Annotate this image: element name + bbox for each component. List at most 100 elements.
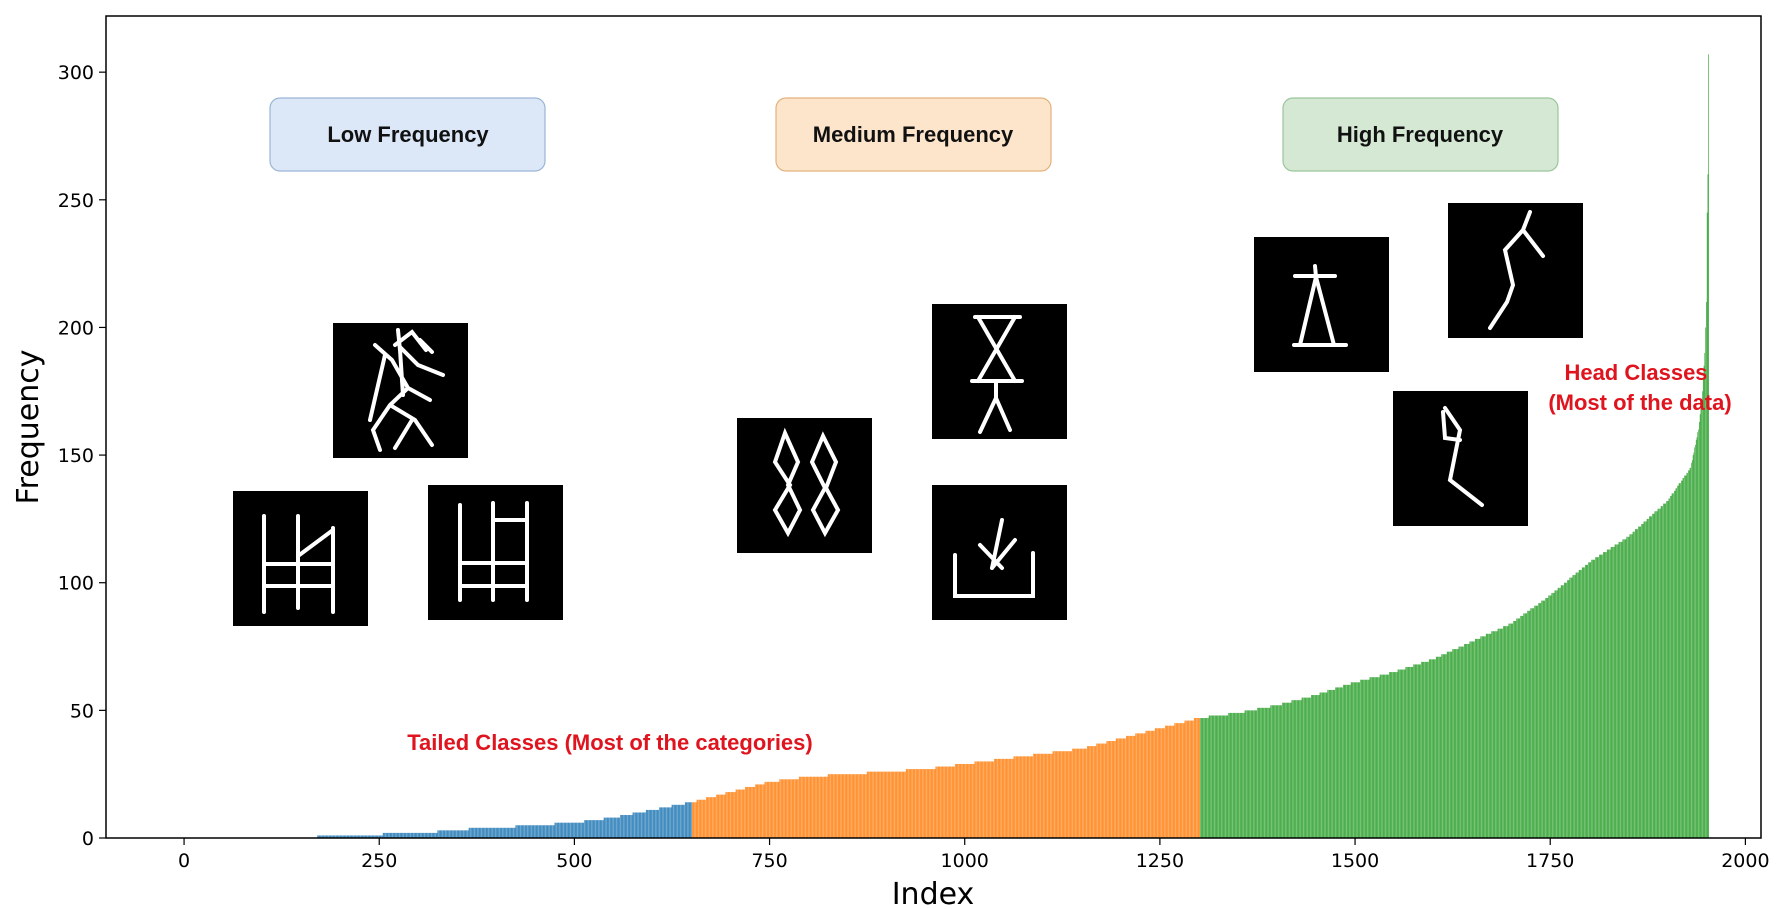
- bar: [1202, 718, 1204, 838]
- bar: [392, 832, 393, 838]
- bar: [944, 766, 946, 838]
- bar: [1626, 536, 1628, 838]
- bar: [1247, 710, 1248, 838]
- bar: [363, 835, 364, 838]
- bar: [914, 769, 916, 838]
- bar: [1602, 554, 1603, 838]
- bar: [454, 830, 456, 838]
- bar: [845, 774, 847, 838]
- bar: [1319, 692, 1321, 838]
- bar: [1210, 715, 1211, 838]
- bar: [1707, 174, 1709, 838]
- bar: [1321, 692, 1322, 838]
- bar: [1258, 707, 1260, 838]
- bar: [1449, 651, 1451, 838]
- bar: [1155, 728, 1157, 838]
- bar: [1095, 746, 1097, 838]
- bar: [485, 827, 487, 838]
- bar: [990, 761, 992, 838]
- bar: [1562, 585, 1564, 838]
- bar: [1183, 723, 1185, 838]
- bar: [1163, 728, 1165, 838]
- bar: [1023, 756, 1025, 838]
- bar: [1416, 664, 1418, 838]
- bar: [469, 827, 471, 838]
- bar: [560, 822, 561, 838]
- x-axis-title: Index: [892, 877, 975, 909]
- bar: [609, 817, 611, 838]
- bar: [1503, 626, 1504, 838]
- bar: [896, 771, 898, 838]
- bar: [1032, 756, 1033, 838]
- bar: [1078, 748, 1080, 838]
- bar: [934, 769, 936, 838]
- bar: [1083, 748, 1084, 838]
- bar: [387, 832, 389, 838]
- bar: [970, 763, 972, 838]
- bar: [1494, 631, 1496, 838]
- bar: [1428, 659, 1430, 838]
- bar: [362, 835, 364, 838]
- bar: [1662, 506, 1663, 838]
- bar: [1041, 753, 1043, 838]
- bar: [498, 827, 499, 838]
- bar: [1642, 524, 1644, 838]
- bar: [1172, 725, 1173, 838]
- bar: [707, 797, 709, 838]
- bar: [1150, 730, 1151, 838]
- bar: [1646, 518, 1648, 838]
- bar: [495, 827, 496, 838]
- bar: [1094, 746, 1095, 838]
- bar: [697, 799, 699, 838]
- bar: [648, 809, 649, 838]
- bar: [1253, 710, 1254, 838]
- bar: [441, 830, 442, 838]
- bar: [1524, 613, 1526, 838]
- bar: [1610, 546, 1612, 838]
- bar: [1077, 748, 1079, 838]
- bar: [993, 761, 994, 838]
- bar: [1635, 529, 1636, 838]
- bar: [1412, 666, 1414, 838]
- bar: [726, 792, 727, 838]
- bar: [1681, 480, 1683, 838]
- bar: [370, 835, 371, 838]
- bar: [916, 769, 918, 838]
- bar: [711, 797, 713, 838]
- bar: [1257, 707, 1258, 838]
- bar: [1247, 710, 1249, 838]
- bar: [1585, 564, 1586, 838]
- bar: [1667, 501, 1669, 838]
- bar: [669, 807, 670, 838]
- bar: [439, 830, 440, 838]
- bar: [1518, 618, 1520, 838]
- bar: [835, 774, 837, 838]
- bar: [873, 771, 875, 838]
- bar: [1376, 677, 1378, 838]
- bar: [1491, 631, 1492, 838]
- bar: [1481, 636, 1483, 838]
- bar: [878, 771, 880, 838]
- bar: [778, 781, 780, 838]
- bar: [852, 774, 853, 838]
- band-high: High Frequency: [1282, 97, 1559, 172]
- bar: [666, 807, 668, 838]
- bar: [1238, 712, 1240, 838]
- bar: [1424, 661, 1425, 838]
- bar: [333, 835, 335, 838]
- bar: [1130, 735, 1132, 838]
- bar: [529, 825, 531, 838]
- bar: [1188, 720, 1190, 838]
- bar: [336, 835, 338, 838]
- bar: [978, 761, 980, 838]
- bar: [1569, 577, 1571, 838]
- bar: [549, 825, 550, 838]
- bar: [477, 827, 478, 838]
- bar: [517, 825, 519, 838]
- bar: [980, 761, 981, 838]
- bar: [473, 827, 474, 838]
- bar: [1158, 728, 1160, 838]
- bar: [627, 815, 629, 838]
- bar: [1596, 557, 1598, 838]
- bar: [1675, 488, 1677, 838]
